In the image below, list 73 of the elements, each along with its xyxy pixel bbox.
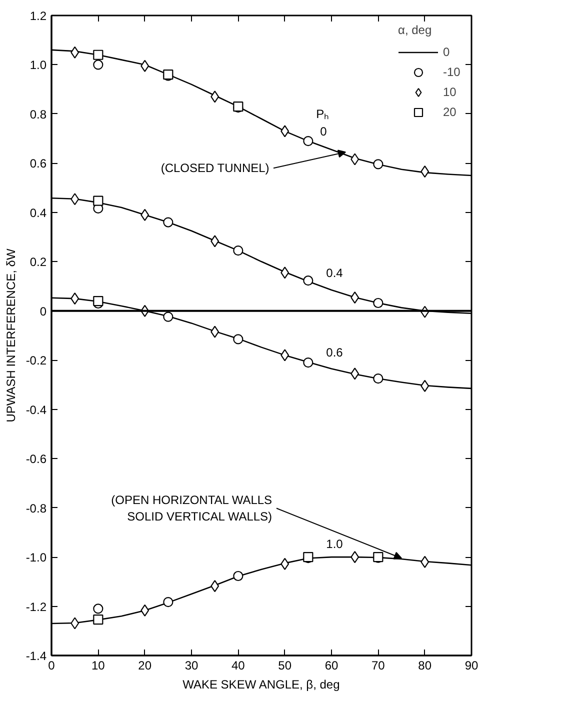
point xyxy=(70,193,80,206)
point xyxy=(280,349,290,362)
y-tick-label: -1.4 xyxy=(26,649,47,663)
point xyxy=(70,292,80,305)
point xyxy=(280,558,290,570)
y-tick-label: 0 xyxy=(40,304,47,318)
y-tick-label: -0.6 xyxy=(26,452,47,466)
legend-label: 10 xyxy=(443,85,458,99)
y-tick-label: -1.0 xyxy=(26,550,47,565)
point xyxy=(280,125,290,138)
y-tick-label: 1.0 xyxy=(30,58,47,72)
legend-label: 0 xyxy=(443,45,451,59)
y-tick-label: -0.2 xyxy=(26,354,47,368)
point xyxy=(210,326,220,338)
y-tick-label: 0.8 xyxy=(30,107,47,122)
point xyxy=(233,334,244,344)
legend-label: 20 xyxy=(443,105,458,119)
point xyxy=(303,358,314,368)
annotation: (CLOSED TUNNEL) xyxy=(160,161,270,176)
point xyxy=(93,196,104,206)
point xyxy=(233,246,244,256)
point xyxy=(93,604,104,614)
y-tick-label: -1.2 xyxy=(26,600,47,614)
point xyxy=(420,166,430,178)
point xyxy=(350,368,360,380)
y-tick-label: 0.4 xyxy=(30,206,47,220)
annotation: 0.6 xyxy=(326,346,344,360)
point xyxy=(373,374,384,384)
point xyxy=(373,159,384,170)
point xyxy=(93,60,104,70)
legend-label: -10 xyxy=(443,65,462,79)
point xyxy=(140,208,150,221)
point xyxy=(163,597,174,608)
x-tick-label: 0 xyxy=(48,658,56,672)
point xyxy=(233,570,244,582)
point xyxy=(210,235,220,248)
y-tick-label: -0.8 xyxy=(26,501,47,516)
point xyxy=(373,298,384,308)
x-tick-label: 40 xyxy=(231,658,246,672)
point xyxy=(303,276,314,286)
x-tick-label: 60 xyxy=(324,658,338,672)
x-tick-label: 70 xyxy=(371,658,386,672)
point xyxy=(163,312,174,322)
annotation: 1.0 xyxy=(326,537,344,552)
x-tick-label: 90 xyxy=(464,658,478,672)
x-tick-label: 10 xyxy=(91,658,106,672)
point xyxy=(163,217,174,228)
annotation: Pₕ xyxy=(316,107,330,122)
point xyxy=(350,292,360,304)
x-tick-label: 50 xyxy=(278,658,292,672)
point xyxy=(93,614,104,625)
y-tick-label: 1.2 xyxy=(30,9,47,23)
x-tick-label: 80 xyxy=(418,658,432,672)
y-axis-title: UPWASH INTERFERENCE, δW xyxy=(4,248,18,422)
point xyxy=(93,296,104,306)
annotation: (OPEN HORIZONTAL WALLS SOLID VERTICAL WALLS) xyxy=(111,492,272,524)
x-axis-title: WAKE SKEW ANGLE, β, deg xyxy=(182,678,340,692)
point xyxy=(70,46,80,58)
point xyxy=(350,153,360,166)
point xyxy=(210,90,220,103)
annotation: 0.4 xyxy=(326,266,344,280)
annotation: 0 xyxy=(320,124,328,139)
x-tick-label: 30 xyxy=(184,658,198,672)
y-tick-label: -0.4 xyxy=(26,402,47,417)
point xyxy=(280,266,290,279)
point xyxy=(303,136,314,146)
point xyxy=(70,617,80,630)
y-tick-label: 0.2 xyxy=(30,255,47,270)
point xyxy=(93,50,104,60)
point xyxy=(210,580,220,592)
y-tick-label: 0.6 xyxy=(30,156,47,171)
legend-title: α, deg xyxy=(398,23,433,37)
x-tick-label: 20 xyxy=(138,658,152,672)
